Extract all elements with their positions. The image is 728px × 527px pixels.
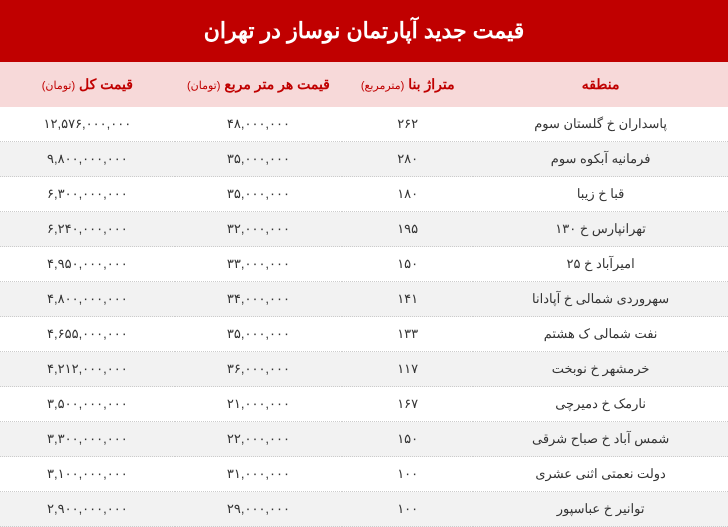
price-table: منطقه متراژ بنا (مترمربع) قیمت هر متر مر…: [0, 62, 728, 527]
header-row: منطقه متراژ بنا (مترمربع) قیمت هر متر مر…: [0, 62, 728, 107]
cell-area: ۱۰۰: [342, 457, 473, 492]
col-total-header: قیمت کل (تومان): [0, 62, 175, 107]
col-label: قیمت هر متر مربع: [224, 76, 330, 92]
col-unit: (مترمربع): [361, 80, 404, 92]
cell-ppsm: ۳۱,۰۰۰,۰۰۰: [175, 457, 342, 492]
cell-total: ۳,۵۰۰,۰۰۰,۰۰۰: [0, 387, 175, 422]
col-label: منطقه: [582, 76, 620, 92]
cell-ppsm: ۳۵,۰۰۰,۰۰۰: [175, 317, 342, 352]
cell-region: پاسداران خ گلستان سوم: [473, 107, 728, 142]
cell-ppsm: ۳۴,۰۰۰,۰۰۰: [175, 282, 342, 317]
cell-region: دولت نعمتی اثنی عشری: [473, 457, 728, 492]
cell-total: ۴,۹۵۰,۰۰۰,۰۰۰: [0, 247, 175, 282]
cell-region: نفت شمالی ک هشتم: [473, 317, 728, 352]
cell-ppsm: ۳۶,۰۰۰,۰۰۰: [175, 352, 342, 387]
cell-total: ۳,۱۰۰,۰۰۰,۰۰۰: [0, 457, 175, 492]
cell-total: ۶,۳۰۰,۰۰۰,۰۰۰: [0, 177, 175, 212]
cell-region: سهروردی شمالی خ آپادانا: [473, 282, 728, 317]
page-title: قیمت جدید آپارتمان نوساز در تهران: [0, 0, 728, 62]
cell-ppsm: ۲۱,۰۰۰,۰۰۰: [175, 387, 342, 422]
cell-ppsm: ۲۹,۰۰۰,۰۰۰: [175, 492, 342, 527]
cell-total: ۳,۳۰۰,۰۰۰,۰۰۰: [0, 422, 175, 457]
table-row: فرمانیه آبکوه سوم۲۸۰۳۵,۰۰۰,۰۰۰۹,۸۰۰,۰۰۰,…: [0, 142, 728, 177]
cell-total: ۱۲,۵۷۶,۰۰۰,۰۰۰: [0, 107, 175, 142]
cell-area: ۱۵۰: [342, 422, 473, 457]
cell-area: ۱۶۷: [342, 387, 473, 422]
cell-total: ۴,۲۱۲,۰۰۰,۰۰۰: [0, 352, 175, 387]
cell-ppsm: ۳۳,۰۰۰,۰۰۰: [175, 247, 342, 282]
cell-region: نارمک خ دمیرچی: [473, 387, 728, 422]
cell-region: شمس آباد خ صباح شرقی: [473, 422, 728, 457]
cell-area: ۱۵۰: [342, 247, 473, 282]
col-label: قیمت کل: [79, 76, 133, 92]
cell-ppsm: ۳۵,۰۰۰,۰۰۰: [175, 142, 342, 177]
table-row: تهرانپارس خ ۱۳۰۱۹۵۳۲,۰۰۰,۰۰۰۶,۲۴۰,۰۰۰,۰۰…: [0, 212, 728, 247]
table-row: قبا خ زیبا۱۸۰۳۵,۰۰۰,۰۰۰۶,۳۰۰,۰۰۰,۰۰۰: [0, 177, 728, 212]
table-body: پاسداران خ گلستان سوم۲۶۲۴۸,۰۰۰,۰۰۰۱۲,۵۷۶…: [0, 107, 728, 527]
col-unit: (تومان): [187, 80, 220, 92]
cell-ppsm: ۲۲,۰۰۰,۰۰۰: [175, 422, 342, 457]
cell-ppsm: ۳۵,۰۰۰,۰۰۰: [175, 177, 342, 212]
cell-area: ۱۹۵: [342, 212, 473, 247]
cell-ppsm: ۳۲,۰۰۰,۰۰۰: [175, 212, 342, 247]
col-ppsm-header: قیمت هر متر مربع (تومان): [175, 62, 342, 107]
table-row: توانیر خ عباسپور۱۰۰۲۹,۰۰۰,۰۰۰۲,۹۰۰,۰۰۰,۰…: [0, 492, 728, 527]
table-row: نفت شمالی ک هشتم۱۳۳۳۵,۰۰۰,۰۰۰۴,۶۵۵,۰۰۰,۰…: [0, 317, 728, 352]
cell-area: ۱۱۷: [342, 352, 473, 387]
cell-total: ۹,۸۰۰,۰۰۰,۰۰۰: [0, 142, 175, 177]
cell-area: ۱۳۳: [342, 317, 473, 352]
cell-region: فرمانیه آبکوه سوم: [473, 142, 728, 177]
cell-area: ۱۴۱: [342, 282, 473, 317]
col-label: متراژ بنا: [408, 76, 454, 92]
cell-area: ۲۶۲: [342, 107, 473, 142]
cell-area: ۱۸۰: [342, 177, 473, 212]
cell-region: قبا خ زیبا: [473, 177, 728, 212]
cell-area: ۲۸۰: [342, 142, 473, 177]
cell-ppsm: ۴۸,۰۰۰,۰۰۰: [175, 107, 342, 142]
table-row: شمس آباد خ صباح شرقی۱۵۰۲۲,۰۰۰,۰۰۰۳,۳۰۰,۰…: [0, 422, 728, 457]
col-unit: (تومان): [42, 80, 75, 92]
table-row: نارمک خ دمیرچی۱۶۷۲۱,۰۰۰,۰۰۰۳,۵۰۰,۰۰۰,۰۰۰: [0, 387, 728, 422]
table-row: سهروردی شمالی خ آپادانا۱۴۱۳۴,۰۰۰,۰۰۰۴,۸۰…: [0, 282, 728, 317]
cell-total: ۴,۸۰۰,۰۰۰,۰۰۰: [0, 282, 175, 317]
cell-total: ۴,۶۵۵,۰۰۰,۰۰۰: [0, 317, 175, 352]
cell-region: امیرآباد خ ۲۵: [473, 247, 728, 282]
cell-region: توانیر خ عباسپور: [473, 492, 728, 527]
table-row: پاسداران خ گلستان سوم۲۶۲۴۸,۰۰۰,۰۰۰۱۲,۵۷۶…: [0, 107, 728, 142]
table-row: امیرآباد خ ۲۵۱۵۰۳۳,۰۰۰,۰۰۰۴,۹۵۰,۰۰۰,۰۰۰: [0, 247, 728, 282]
table-row: خرمشهر خ نوبخت۱۱۷۳۶,۰۰۰,۰۰۰۴,۲۱۲,۰۰۰,۰۰۰: [0, 352, 728, 387]
cell-area: ۱۰۰: [342, 492, 473, 527]
cell-region: تهرانپارس خ ۱۳۰: [473, 212, 728, 247]
cell-total: ۲,۹۰۰,۰۰۰,۰۰۰: [0, 492, 175, 527]
table-row: دولت نعمتی اثنی عشری۱۰۰۳۱,۰۰۰,۰۰۰۳,۱۰۰,۰…: [0, 457, 728, 492]
cell-total: ۶,۲۴۰,۰۰۰,۰۰۰: [0, 212, 175, 247]
col-region-header: منطقه: [473, 62, 728, 107]
col-area-header: متراژ بنا (مترمربع): [342, 62, 473, 107]
cell-region: خرمشهر خ نوبخت: [473, 352, 728, 387]
